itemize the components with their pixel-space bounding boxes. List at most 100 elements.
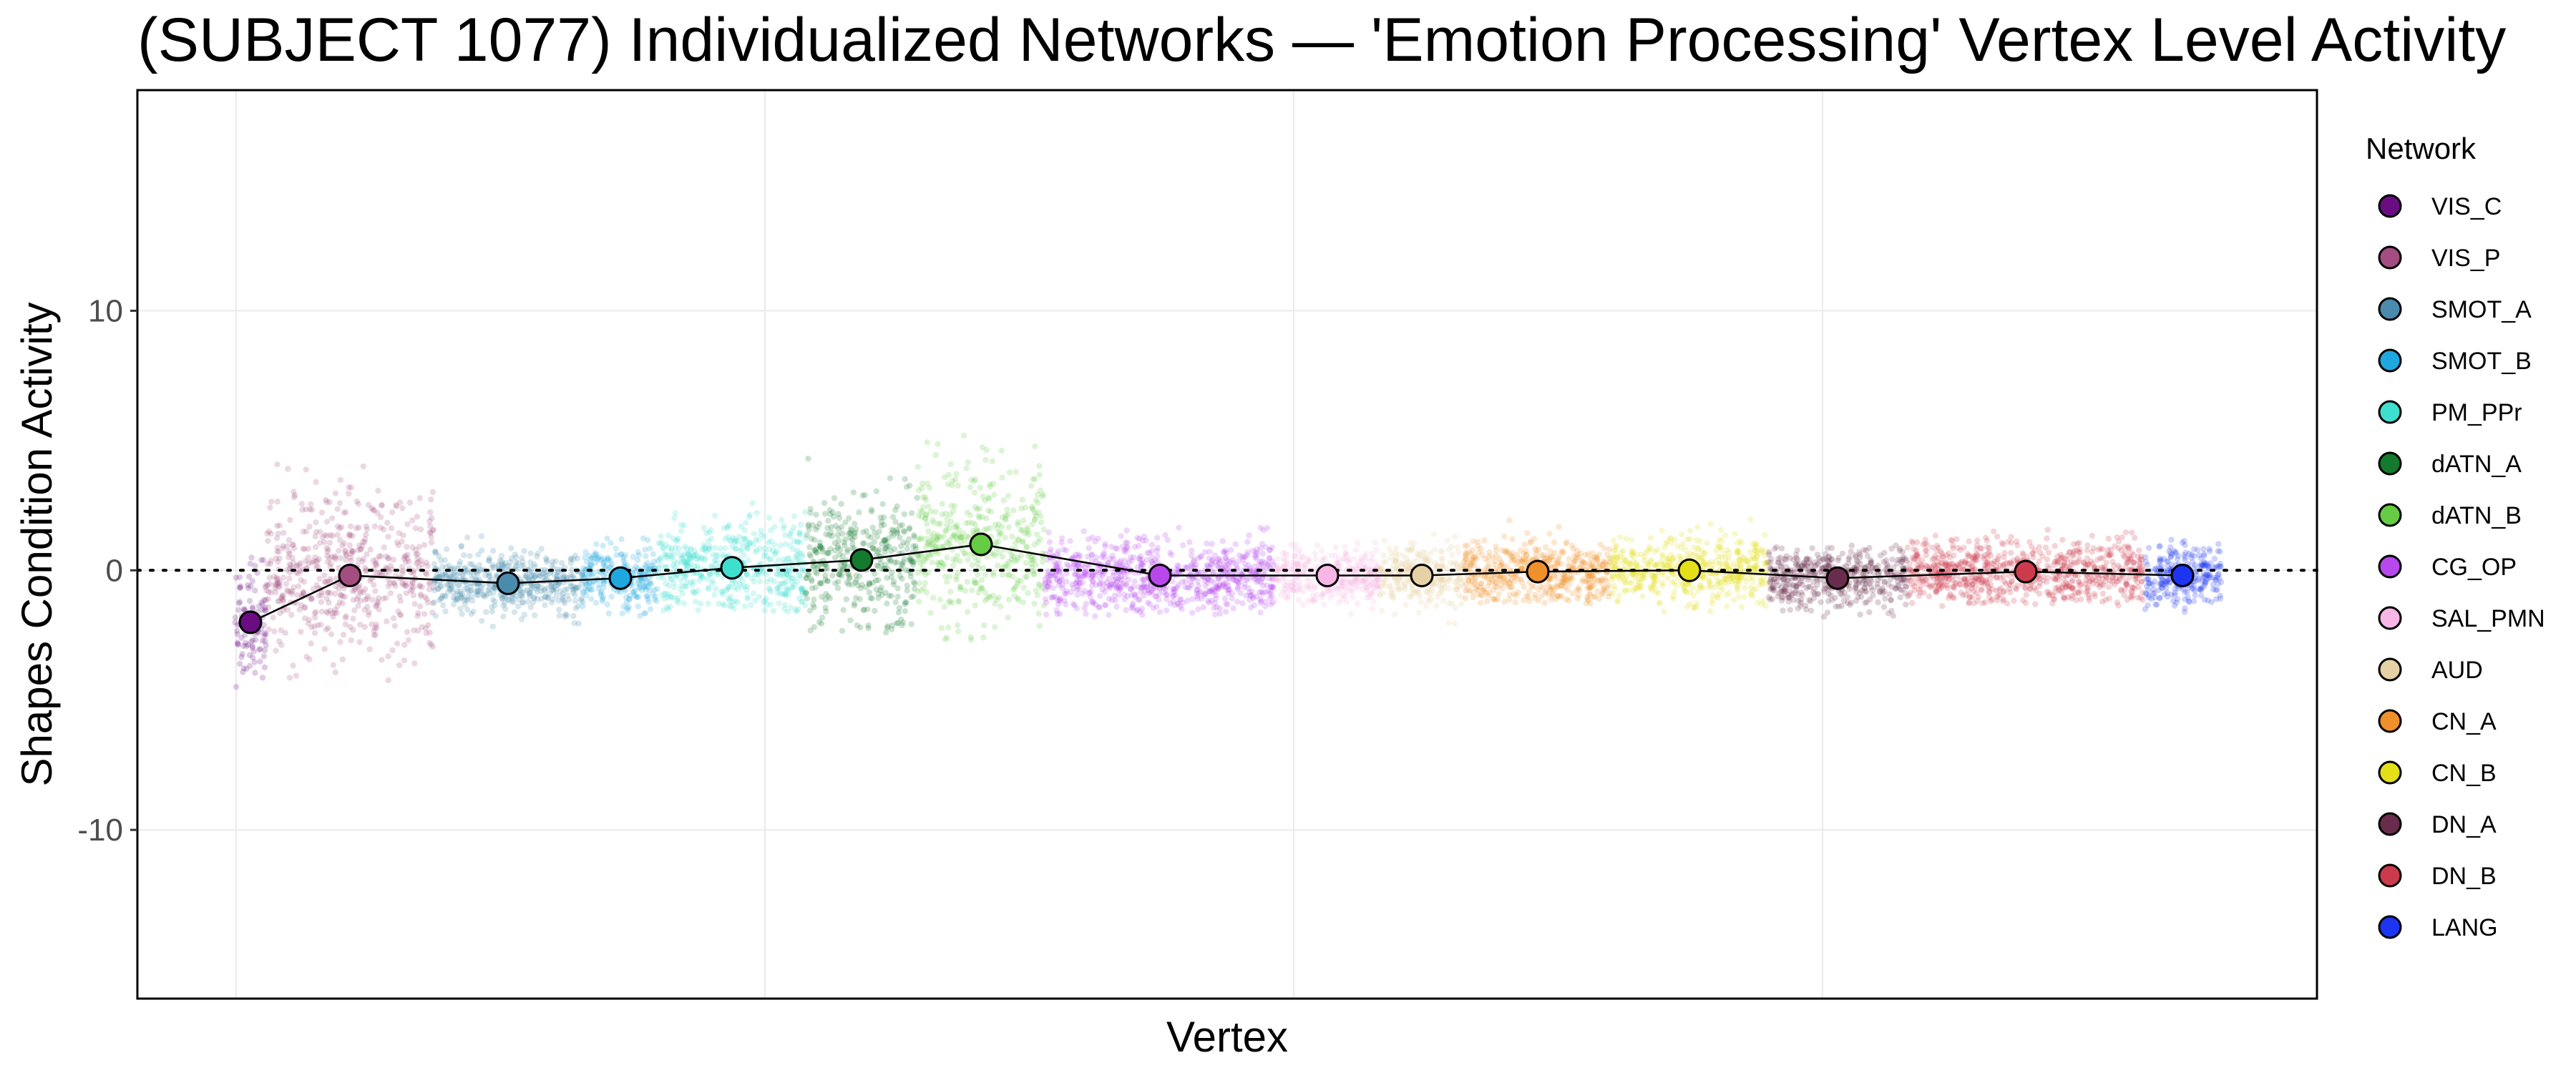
vertex-point (327, 590, 333, 597)
vertex-point (658, 533, 664, 539)
vertex-point (624, 604, 630, 612)
vertex-point (799, 598, 806, 604)
vertex-point (1085, 554, 1091, 560)
vertex-point (1424, 589, 1431, 596)
vertex-point (665, 532, 672, 539)
vertex-point (300, 589, 307, 595)
vertex-point (888, 574, 895, 580)
vertex-point (680, 559, 687, 566)
vertex-point (300, 590, 306, 597)
vertex-point (464, 585, 470, 592)
vertex-point (479, 547, 485, 554)
vertex-point (280, 529, 287, 536)
vertex-point (963, 465, 970, 471)
vertex-point (1684, 604, 1690, 610)
vertex-point (447, 587, 453, 593)
vertex-point (527, 564, 534, 572)
vertex-point (474, 589, 481, 595)
vertex-point (882, 545, 889, 552)
vertex-point (1232, 541, 1239, 547)
vertex-point (645, 599, 652, 605)
vertex-point (766, 584, 773, 592)
vertex-point (461, 597, 467, 604)
vertex-point (669, 552, 676, 559)
vertex-point (264, 530, 270, 537)
vertex-point (489, 597, 496, 603)
vertex-point (995, 594, 1002, 601)
vertex-point (349, 588, 356, 594)
vertex-point (529, 585, 535, 592)
vertex-point (313, 609, 319, 615)
vertex-point (359, 543, 366, 549)
vertex-point (595, 554, 602, 562)
vertex-point (259, 607, 265, 613)
vertex-point (410, 567, 416, 574)
vertex-point (842, 536, 849, 543)
vertex-point (1521, 542, 1528, 548)
vertex-point (1005, 614, 1011, 621)
vertex-point (399, 505, 406, 511)
vertex-point (786, 572, 792, 579)
vertex-point (512, 559, 519, 566)
vertex-point (448, 574, 454, 580)
vertex-point (796, 530, 803, 536)
vertex-point (753, 547, 760, 554)
vertex-point (410, 584, 417, 590)
vertex-point (552, 586, 560, 593)
vertex-point (500, 564, 507, 571)
vertex-point (347, 554, 353, 561)
vertex-point (798, 584, 805, 591)
vertex-point (579, 569, 585, 576)
vertex-point (508, 555, 515, 562)
vertex-point (266, 574, 273, 581)
vertex-point (811, 624, 818, 630)
vertex-point (325, 589, 331, 596)
vertex-point (862, 491, 869, 499)
vertex-point (688, 579, 694, 586)
vertex-point (973, 528, 980, 534)
vertex-point (639, 577, 645, 584)
vertex-point (704, 576, 711, 582)
vertex-point (1551, 539, 1558, 546)
vertex-point (1032, 476, 1038, 482)
vertex-point (843, 596, 850, 602)
vertex-point (534, 596, 541, 602)
vertex-point (737, 548, 744, 554)
vertex-point (1206, 599, 1213, 606)
vertex-point (705, 600, 711, 607)
vertex-point (364, 593, 371, 599)
vertex-point (942, 511, 949, 517)
vertex-point (416, 495, 423, 501)
vertex-point (1015, 595, 1021, 602)
vertex-point (822, 572, 829, 579)
vertex-point (238, 635, 245, 641)
vertex-point (899, 521, 905, 529)
vertex-point (713, 552, 720, 558)
vertex-point (366, 501, 372, 509)
vertex-point (570, 556, 577, 562)
vertex-point (1209, 587, 1215, 594)
vertex-point (305, 545, 312, 552)
vertex-point (1295, 597, 1302, 603)
vertex-point (427, 509, 434, 516)
vertex-point (550, 559, 556, 565)
vertex-point (1024, 524, 1030, 531)
vertex-point (1272, 598, 1279, 604)
vertex-point (273, 535, 280, 542)
vertex-point (846, 571, 852, 577)
vertex-point (743, 587, 750, 594)
vertex-point (1146, 589, 1152, 597)
vertex-point (780, 571, 786, 577)
vertex-point (887, 475, 894, 481)
vertex-point (338, 592, 344, 598)
vertex-point (378, 514, 384, 521)
vertex-point (857, 585, 864, 592)
vertex-point (857, 573, 863, 579)
vertex-point (998, 447, 1005, 454)
vertex-point (491, 584, 498, 591)
vertex-point (849, 536, 856, 542)
vertex-point (1449, 552, 1455, 559)
vertex-point (1380, 559, 1387, 565)
vertex-point (714, 552, 721, 559)
vertex-point (1028, 564, 1035, 571)
